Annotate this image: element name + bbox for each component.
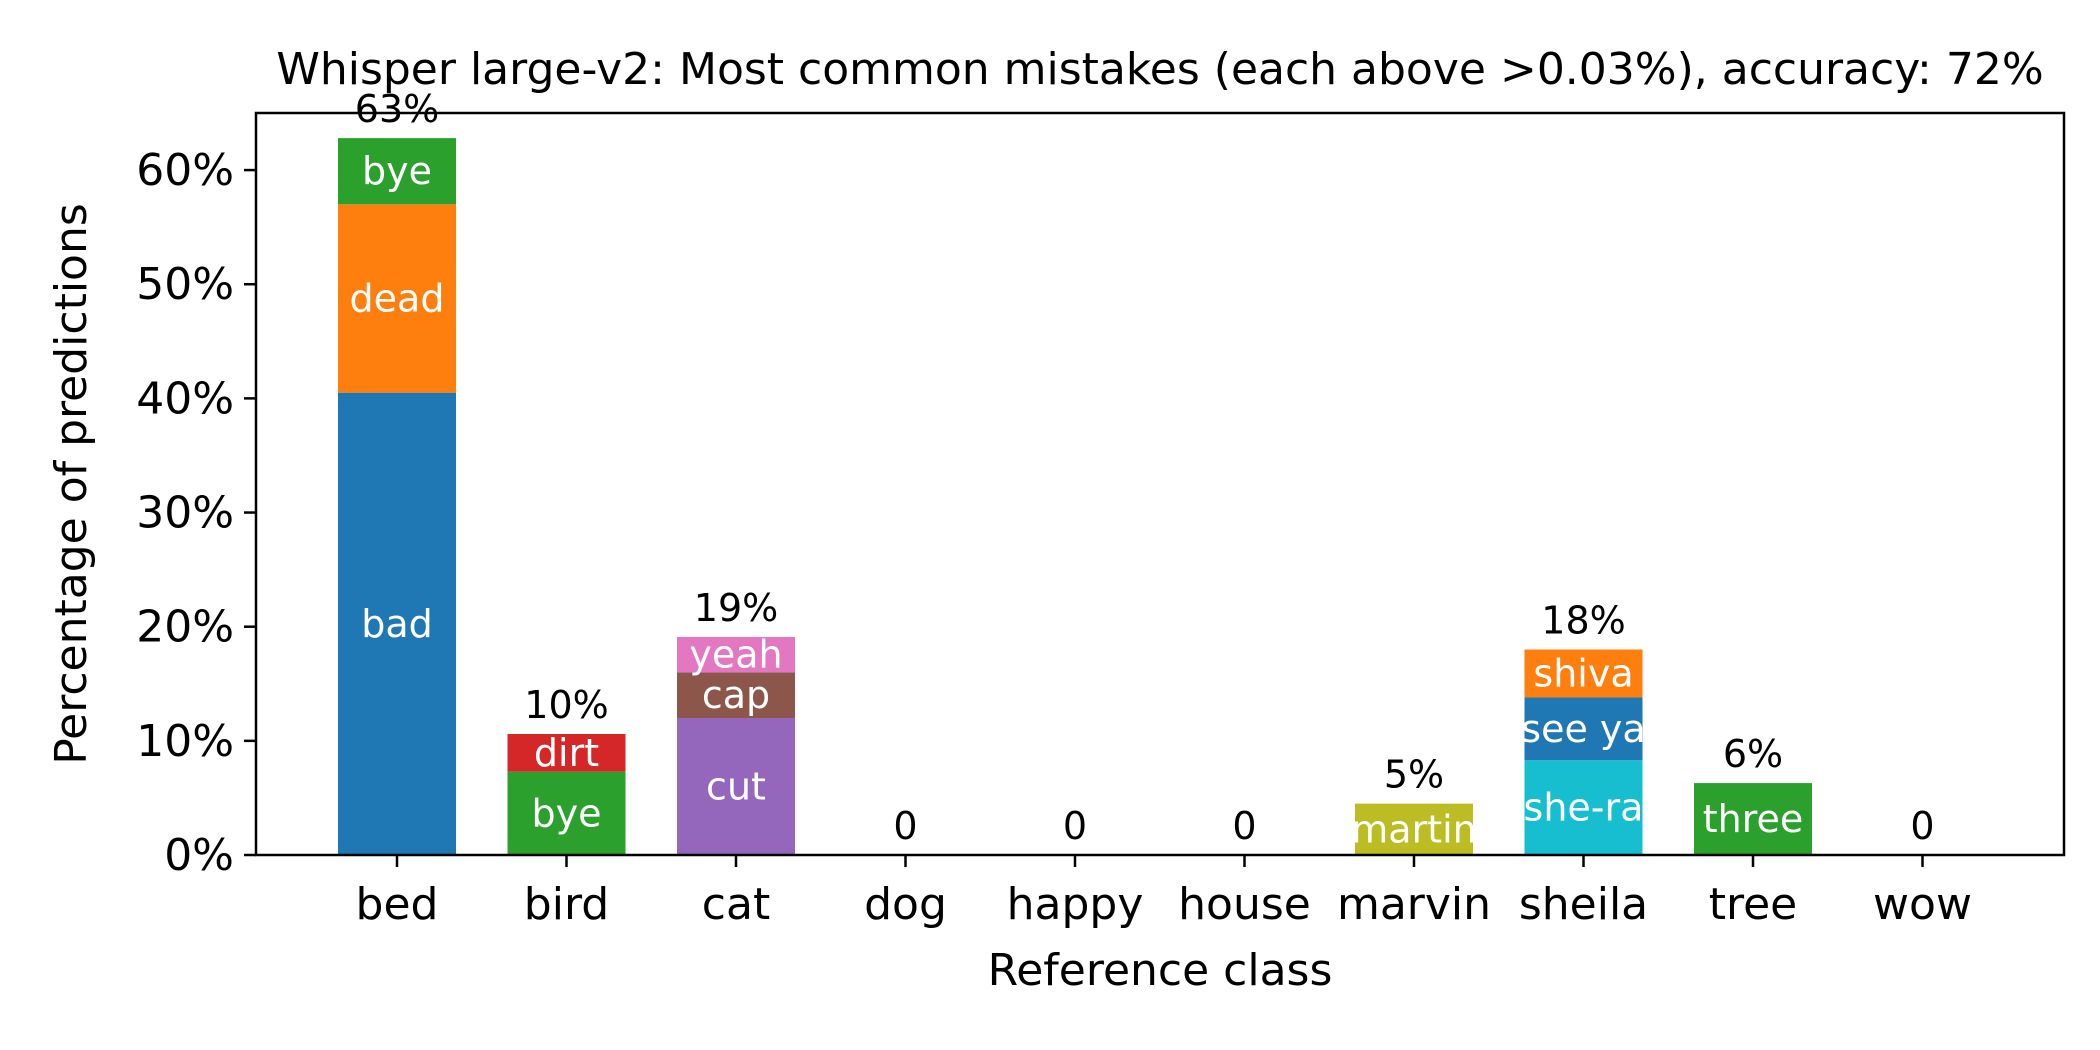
x-tick-label-bird: bird: [524, 879, 609, 930]
total-label-sheila: 18%: [1541, 599, 1625, 643]
y-tick-label-10: 10%: [136, 716, 234, 767]
x-tick-label-bed: bed: [356, 879, 439, 930]
x-tick-label-cat: cat: [702, 879, 770, 930]
total-label-bed: 63%: [355, 87, 439, 131]
segment-label-bird-bye: bye: [532, 791, 602, 835]
segment-label-tree-three: three: [1703, 797, 1804, 841]
segment-label-bed-bye: bye: [362, 149, 432, 193]
y-tick-label-30: 30%: [136, 488, 234, 539]
y-tick-label-40: 40%: [136, 373, 234, 424]
chart-title: Whisper large-v2: Most common mistakes (…: [276, 44, 2043, 95]
bar-segment-sheila-she-ra: [1524, 760, 1643, 855]
y-axis: 0% 10% 20% 30% 40% 50% 60%: [136, 145, 256, 881]
x-tick-label-sheila: sheila: [1519, 879, 1648, 930]
segment-label-sheila-she-ra: she-ra: [1524, 786, 1644, 830]
total-label-house: 0: [1232, 804, 1256, 848]
segment-label-cat-cut: cut: [706, 765, 766, 809]
x-tick-label-happy: happy: [1007, 879, 1144, 930]
y-axis-label: Percentage of predictions: [46, 203, 97, 765]
bar-segment-tree-three: [1694, 783, 1812, 855]
bar-segment-sheila-see-ya: [1524, 697, 1643, 761]
segment-label-sheila-see-ya: see ya: [1521, 707, 1645, 751]
bar-segment-cat-cap: [677, 672, 795, 719]
x-tick-label-house: house: [1178, 879, 1311, 930]
y-tick-label-20: 20%: [136, 602, 234, 653]
bar-segment-marvin-martin: [1355, 803, 1473, 855]
x-tick-label-dog: dog: [864, 879, 947, 930]
total-label-cat: 19%: [694, 586, 778, 630]
x-tick-label-tree: tree: [1709, 879, 1798, 930]
bar-segment-bird-dirt: [507, 733, 626, 772]
segment-label-bird-dirt: dirt: [534, 731, 599, 775]
segment-label-cat-yeah: yeah: [689, 633, 782, 677]
y-tick-label-50: 50%: [136, 259, 234, 310]
bar-segment-bed-dead: [338, 204, 456, 393]
x-tick-label-marvin: marvin: [1337, 879, 1491, 930]
bar-segment-bed-bye: [338, 138, 456, 205]
total-label-tree: 6%: [1723, 732, 1783, 776]
y-tick-label-60: 60%: [136, 145, 234, 196]
total-label-happy: 0: [1063, 804, 1087, 848]
y-tick-label-0: 0%: [164, 830, 234, 881]
total-label-bird: 10%: [524, 683, 608, 727]
total-label-dog: 0: [893, 804, 917, 848]
bars-layer: [338, 138, 1812, 855]
total-label-wow: 0: [1910, 804, 1934, 848]
x-axis-label: Reference class: [988, 945, 1333, 996]
segment-label-sheila-shiva: shiva: [1533, 651, 1633, 695]
x-tick-label-wow: wow: [1873, 879, 1972, 930]
segment-label-cat-cap: cap: [702, 673, 770, 717]
segment-label-bed-bad: bad: [361, 602, 433, 646]
segment-label-marvin-martin: martin: [1351, 807, 1476, 851]
bar-segment-cat-cut: [677, 718, 795, 855]
bar-segment-sheila-shiva: [1524, 649, 1643, 698]
bar-segment-bird-bye: [507, 771, 626, 855]
x-axis: bed bird cat dog happy house marvin sheila tree w…: [356, 855, 1972, 930]
bar-segment-bed-bad: [338, 392, 456, 855]
bar-segment-cat-yeah: [677, 636, 795, 673]
total-label-marvin: 5%: [1384, 753, 1444, 797]
segment-label-bed-dead: dead: [350, 277, 445, 321]
plot-frame: [254, 111, 2066, 857]
